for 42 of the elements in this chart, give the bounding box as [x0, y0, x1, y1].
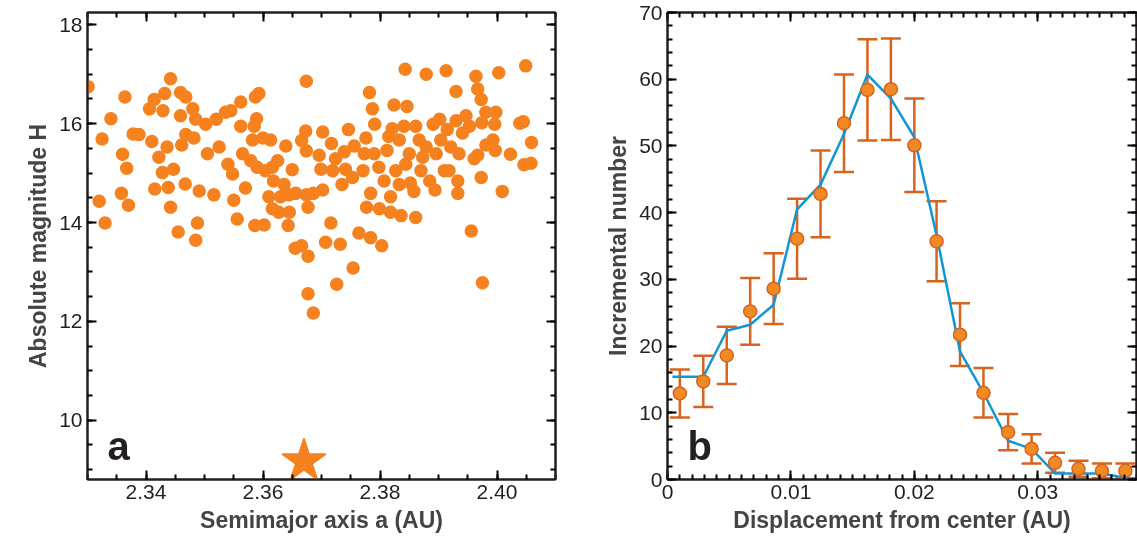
y-tick-label: 14 — [59, 210, 83, 234]
y-tick-label: 16 — [59, 111, 83, 135]
x-tick-label: 0.02 — [893, 479, 935, 503]
point — [929, 234, 944, 249]
point — [672, 386, 688, 401]
point — [836, 116, 852, 131]
x-tick-label: 0.01 — [770, 479, 812, 503]
y-tick-label: 18 — [59, 12, 83, 36]
y-tick-label: 10 — [59, 408, 83, 432]
y-tick-label: 60 — [639, 67, 663, 91]
x-axis-title: Semimajor axis a (AU) — [200, 506, 443, 533]
y-tick-label: 30 — [639, 267, 663, 291]
y-tick-label: 70 — [639, 0, 663, 24]
y-tick-label: 12 — [59, 309, 83, 333]
point — [1000, 424, 1016, 440]
point — [696, 374, 711, 389]
x-tick-label: 2.34 — [125, 479, 167, 503]
point — [789, 231, 805, 246]
annotation: b — [687, 423, 712, 468]
x-tick-label: 0.03 — [1017, 479, 1059, 503]
point — [907, 138, 922, 153]
point — [1024, 441, 1039, 457]
x-tick-label: 2.38 — [359, 479, 401, 503]
y-axis-title: Absolute magnitude H — [25, 123, 52, 369]
y-tick-label: 10 — [639, 400, 663, 424]
point — [742, 304, 758, 319]
point — [952, 327, 968, 342]
annotation: a — [107, 423, 131, 468]
x-tick-label: 2.36 — [242, 479, 284, 503]
point — [719, 348, 734, 363]
y-tick-label: 40 — [639, 200, 663, 224]
x-tick-label: 2.40 — [476, 479, 518, 503]
y-axis-title: Incremental number — [605, 136, 632, 356]
point — [883, 81, 899, 97]
x-axis-title: Displacement from center (AU) — [733, 506, 1071, 533]
y-tick-label: 50 — [639, 133, 663, 157]
line-series — [671, 73, 1136, 480]
point — [766, 281, 781, 296]
y-tick-label: 20 — [639, 334, 663, 358]
point — [860, 82, 875, 98]
point — [813, 186, 828, 202]
point — [976, 385, 991, 401]
